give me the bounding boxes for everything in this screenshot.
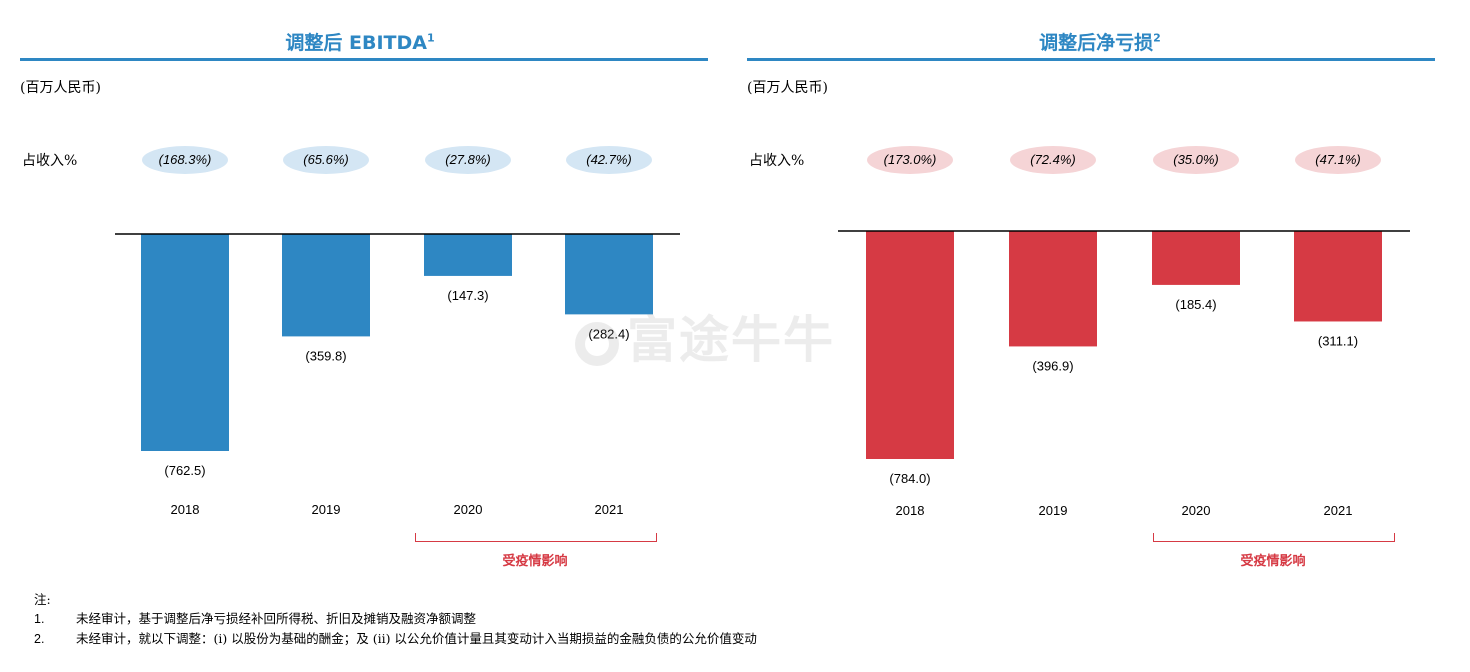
pct-of-revenue-pill: (27.8%) bbox=[425, 146, 511, 174]
note-number: 2. bbox=[34, 632, 45, 646]
notes-title: 注: bbox=[34, 592, 51, 607]
note-item: 1. 未经审计，基于调整后净亏损经补回所得税、折旧及摊销及融资净额调整 bbox=[34, 609, 757, 629]
note-number: 1. bbox=[34, 612, 45, 626]
pct-of-revenue-pill: (173.0%) bbox=[867, 146, 953, 174]
value-label: (784.0) bbox=[889, 471, 930, 486]
note-item: 2. 未经审计，就以下调整：(i) 以股份为基础的酬金；及 (ii) 以公允价值计… bbox=[34, 629, 757, 649]
pct-of-revenue-pill: (65.6%) bbox=[283, 146, 369, 174]
year-tick-label: 2021 bbox=[1324, 503, 1353, 518]
bar bbox=[1294, 231, 1382, 322]
value-label: (359.8) bbox=[305, 348, 346, 363]
value-label: (762.5) bbox=[164, 463, 205, 478]
bar bbox=[282, 234, 370, 337]
bar-chart-svg: (762.5)2018(359.8)2019(147.3)2020(282.4)… bbox=[115, 233, 680, 517]
unit-label: (百万人民币) bbox=[20, 80, 101, 96]
year-tick-label: 2019 bbox=[1039, 503, 1068, 518]
unit-label: (百万人民币) bbox=[747, 80, 828, 96]
pct-of-revenue-pill: (42.7%) bbox=[566, 146, 652, 174]
note-text: 未经审计，就以下调整：(i) 以股份为基础的酬金；及 (ii) 以公允价值计量且… bbox=[76, 631, 757, 646]
footnotes: 注: 1. 未经审计，基于调整后净亏损经补回所得税、折旧及摊销及融资净额调整 2.… bbox=[34, 590, 757, 649]
watermark-logo-icon bbox=[575, 321, 619, 366]
bar bbox=[1152, 231, 1240, 285]
watermark: 富途牛牛 bbox=[575, 300, 835, 372]
year-tick-label: 2020 bbox=[1182, 503, 1211, 518]
title-rule bbox=[20, 58, 708, 61]
highlight-bracket bbox=[1153, 533, 1395, 542]
value-label: (396.9) bbox=[1032, 358, 1073, 373]
net-loss-chart-panel: 调整后净亏损2 (百万人民币) 占收入% (173.0%) (72.4%) (35.… bbox=[740, 0, 1460, 590]
bar bbox=[866, 231, 954, 459]
value-label: (185.4) bbox=[1175, 297, 1216, 312]
pct-of-revenue-pill: (47.1%) bbox=[1295, 146, 1381, 174]
year-tick-label: 2021 bbox=[595, 502, 624, 517]
year-tick-label: 2019 bbox=[312, 502, 341, 517]
note-text: 未经审计，基于调整后净亏损经补回所得税、折旧及摊销及融资净额调整 bbox=[76, 611, 477, 626]
value-label: (311.1) bbox=[1318, 333, 1358, 348]
pct-of-revenue-pill: (168.3%) bbox=[142, 146, 228, 174]
highlight-bracket bbox=[415, 533, 657, 542]
pct-row-label: 占收入% bbox=[22, 153, 78, 169]
year-tick-label: 2018 bbox=[896, 503, 925, 518]
chart-title: 调整后净亏损2 bbox=[1039, 31, 1161, 54]
highlight-label: 受疫情影响 bbox=[1240, 554, 1306, 569]
pct-row-label: 占收入% bbox=[749, 153, 805, 169]
bar bbox=[424, 234, 512, 276]
value-label: (147.3) bbox=[447, 288, 488, 303]
bar bbox=[565, 234, 653, 315]
bar-chart-svg: (784.0) 2018 (396.9) 2019 (185.4) 2020 (311.1)… bbox=[838, 230, 1410, 518]
title-rule bbox=[747, 58, 1435, 61]
bar bbox=[141, 234, 229, 451]
pct-of-revenue-pill: (72.4%) bbox=[1010, 146, 1096, 174]
bar bbox=[1009, 231, 1097, 347]
chart-title: 调整后 EBITDA1 bbox=[285, 31, 435, 54]
year-tick-label: 2018 bbox=[171, 502, 200, 517]
ebitda-chart-panel: 调整后 EBITDA1 (百万人民币) 占收入% (168.3%) (65.6%)… bbox=[0, 0, 720, 590]
highlight-label: 受疫情影响 bbox=[502, 554, 568, 569]
year-tick-label: 2020 bbox=[454, 502, 483, 517]
pct-of-revenue-pill: (35.0%) bbox=[1153, 146, 1239, 174]
